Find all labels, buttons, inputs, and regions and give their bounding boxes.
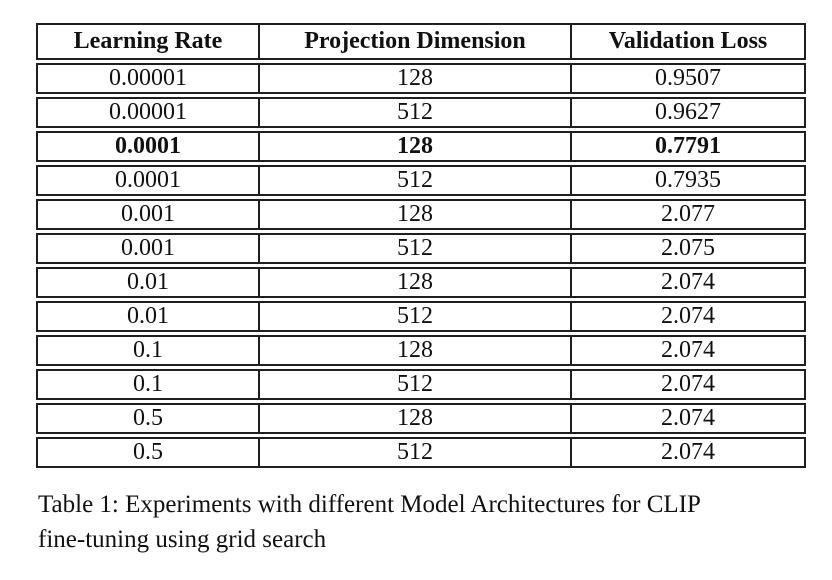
table-cell: 0.00001 <box>36 63 258 94</box>
table-row: 0.1 128 2.074 <box>36 335 806 366</box>
table-cell: 512 <box>258 233 570 264</box>
results-table: Learning Rate Projection Dimension Valid… <box>36 20 806 471</box>
table-cell: 128 <box>258 199 570 230</box>
table-cell: 2.074 <box>570 403 806 434</box>
table-cell: 128 <box>258 267 570 298</box>
table-cell: 0.5 <box>36 437 258 468</box>
table-caption: Table 1: Experiments with different Mode… <box>38 491 700 553</box>
table-cell: 128 <box>258 63 570 94</box>
table-cell: 128 <box>258 403 570 434</box>
table-cell: 2.074 <box>570 369 806 400</box>
table-row: 0.00001 128 0.9507 <box>36 63 806 94</box>
table-cell: 0.01 <box>36 267 258 298</box>
table-row: 0.0001 128 0.7791 <box>36 131 806 162</box>
table-cell: 512 <box>258 369 570 400</box>
table-cell: 128 <box>258 131 570 162</box>
table-cell: 2.074 <box>570 301 806 332</box>
table-cell: 0.001 <box>36 199 258 230</box>
table-row: 0.01 128 2.074 <box>36 267 806 298</box>
table-cell: 512 <box>258 437 570 468</box>
table-row: 0.0001 512 0.7935 <box>36 165 806 196</box>
table-cell: 2.077 <box>570 199 806 230</box>
table-row: 0.1 512 2.074 <box>36 369 806 400</box>
table-cell: 0.9627 <box>570 97 806 128</box>
table-row: 0.001 128 2.077 <box>36 199 806 230</box>
table-cell: 0.00001 <box>36 97 258 128</box>
table-cell: 0.001 <box>36 233 258 264</box>
table-cell: 2.074 <box>570 267 806 298</box>
table-row: 0.001 512 2.075 <box>36 233 806 264</box>
table-cell: 0.7935 <box>570 165 806 196</box>
table-cell: 2.075 <box>570 233 806 264</box>
table-cell: 512 <box>258 97 570 128</box>
table-row: 0.5 512 2.074 <box>36 437 806 468</box>
table-header: Learning Rate Projection Dimension Valid… <box>36 23 806 60</box>
table-cell: 0.1 <box>36 369 258 400</box>
table-cell: 0.1 <box>36 335 258 366</box>
table-cell: 512 <box>258 165 570 196</box>
table-cell: 2.074 <box>570 437 806 468</box>
table-row: 0.00001 512 0.9627 <box>36 97 806 128</box>
table-body: 0.00001 128 0.9507 0.00001 512 0.9627 0.0001 12… <box>36 63 806 468</box>
table-cell: 0.0001 <box>36 131 258 162</box>
header-cell-learning-rate: Learning Rate <box>36 23 258 60</box>
table-cell: 0.9507 <box>570 63 806 94</box>
table-row: 0.5 128 2.074 <box>36 403 806 434</box>
table-row: 0.01 512 2.074 <box>36 301 806 332</box>
table-cell: 2.074 <box>570 335 806 366</box>
header-cell-validation-loss: Validation Loss <box>570 23 806 60</box>
table-cell: 0.01 <box>36 301 258 332</box>
header-row: Learning Rate Projection Dimension Valid… <box>36 23 806 60</box>
table-cell: 512 <box>258 301 570 332</box>
table-cell: 0.5 <box>36 403 258 434</box>
table-cell: 0.7791 <box>570 131 806 162</box>
table-cell: 128 <box>258 335 570 366</box>
header-cell-projection-dimension: Projection Dimension <box>258 23 570 60</box>
table-cell: 0.0001 <box>36 165 258 196</box>
